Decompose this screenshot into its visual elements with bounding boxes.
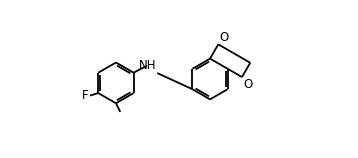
Text: F: F bbox=[82, 89, 89, 103]
Text: NH: NH bbox=[139, 59, 156, 72]
Text: O: O bbox=[219, 30, 229, 44]
Text: O: O bbox=[243, 78, 252, 91]
